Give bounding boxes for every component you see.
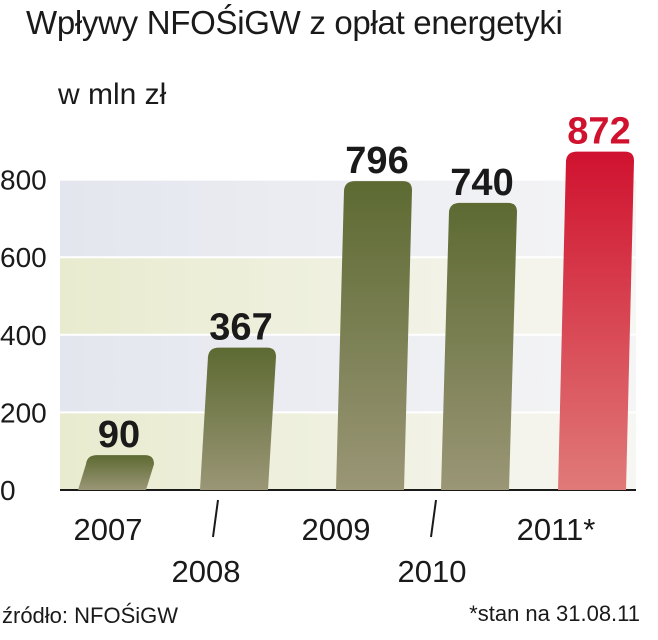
data-label: 367: [209, 307, 272, 349]
x-tick-label: 2007: [74, 512, 143, 547]
bar-2010: [441, 202, 517, 490]
x-tick-label: 2010: [398, 554, 467, 589]
data-label: 740: [450, 162, 513, 204]
y-tick-label: 200: [0, 397, 47, 428]
y-tick-label: 800: [0, 165, 47, 196]
x-tick-label: 2009: [302, 512, 371, 547]
y-tick-label: 600: [0, 242, 47, 273]
y-tick-label: 0: [0, 475, 16, 506]
x-tick-label: 2008: [172, 554, 241, 589]
chart-subtitle: w mln zł: [58, 78, 167, 111]
bar-2011: [558, 151, 634, 490]
bar-2007: [78, 455, 154, 490]
data-labels: 90 367 796 740 872: [98, 111, 631, 456]
bars: [78, 151, 634, 491]
data-label: 796: [345, 140, 408, 182]
bar-2009: [336, 181, 412, 491]
data-label: 872: [567, 111, 630, 153]
y-tick-label: 400: [0, 320, 47, 351]
y-axis-ticks: 0 200 400 600 800: [0, 165, 47, 506]
x-label-connector: [430, 499, 437, 538]
x-tick-label: 2011*: [517, 512, 596, 547]
source-note: źródło: NFOŚiGW: [2, 603, 179, 628]
x-axis-labels: 2007 2008 2009 2010 2011*: [74, 499, 596, 589]
chart-title: Wpływy NFOŚiGW z opłat energetyki: [26, 4, 563, 41]
footnote: *stan na 31.08.11: [469, 601, 640, 626]
x-label-connector: [212, 499, 219, 538]
bar-2008: [200, 347, 276, 490]
data-label: 90: [98, 414, 140, 456]
